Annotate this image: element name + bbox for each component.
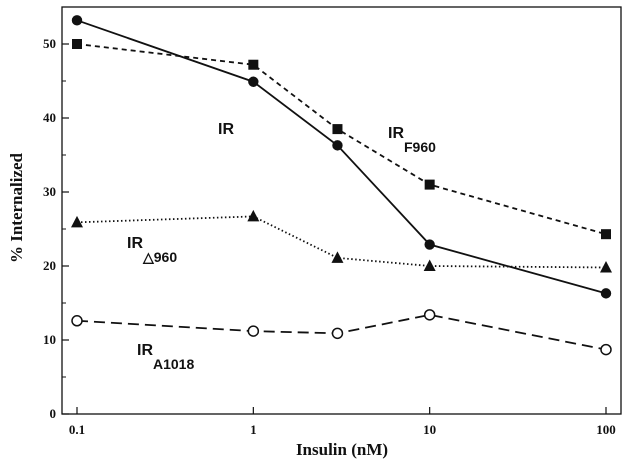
data-point	[331, 251, 344, 263]
x-axis-ticks: 0.1 1 10 100	[69, 407, 616, 437]
data-point	[423, 259, 436, 271]
series-irf960	[72, 39, 611, 240]
data-point	[331, 327, 344, 340]
data-point	[424, 179, 435, 190]
y-tick-label: 10	[43, 332, 56, 347]
x-tick-label: 100	[596, 422, 616, 437]
series-label: IRF960	[388, 125, 436, 155]
series-line	[76, 43, 607, 236]
data-point	[248, 76, 259, 87]
y-axis-ticks: 0 10 20 30 40 50	[43, 36, 69, 421]
data-point	[600, 343, 612, 356]
data-point	[248, 59, 259, 70]
y-tick-label: 30	[43, 184, 56, 199]
plot-frame	[61, 6, 622, 415]
data-point	[71, 215, 83, 228]
data-point	[72, 39, 82, 49]
series-ira1018	[71, 309, 612, 356]
data-point	[600, 288, 612, 299]
y-tick-label: 0	[50, 406, 57, 421]
x-tick-label: 10	[423, 422, 436, 437]
data-point	[71, 315, 83, 327]
data-point	[332, 140, 343, 151]
y-tick-label: 20	[43, 258, 56, 273]
series-label: IRA1018	[137, 342, 194, 372]
x-tick-label: 0.1	[69, 422, 85, 437]
data-point	[423, 309, 436, 321]
data-point	[601, 229, 611, 240]
y-axis-title: % Internalized	[7, 152, 26, 263]
plot-area-border	[61, 6, 622, 415]
data-point	[247, 209, 260, 222]
y-tick-label: 40	[43, 110, 56, 125]
data-point	[424, 239, 435, 250]
series-label: IR	[218, 121, 234, 138]
data-point	[600, 260, 612, 273]
series-ir960	[71, 209, 612, 273]
series-layer	[71, 15, 612, 356]
data-point	[247, 325, 260, 337]
series-label: IR△960	[127, 235, 177, 265]
x-axis-title: Insulin (nM)	[296, 440, 388, 459]
series-ir	[71, 15, 612, 299]
data-point	[332, 124, 343, 135]
series-labels: IR IRF960 IR△960 IRA1018	[127, 121, 436, 372]
data-point	[71, 15, 83, 26]
y-tick-label: 50	[43, 36, 56, 51]
x-tick-label: 1	[250, 422, 257, 437]
